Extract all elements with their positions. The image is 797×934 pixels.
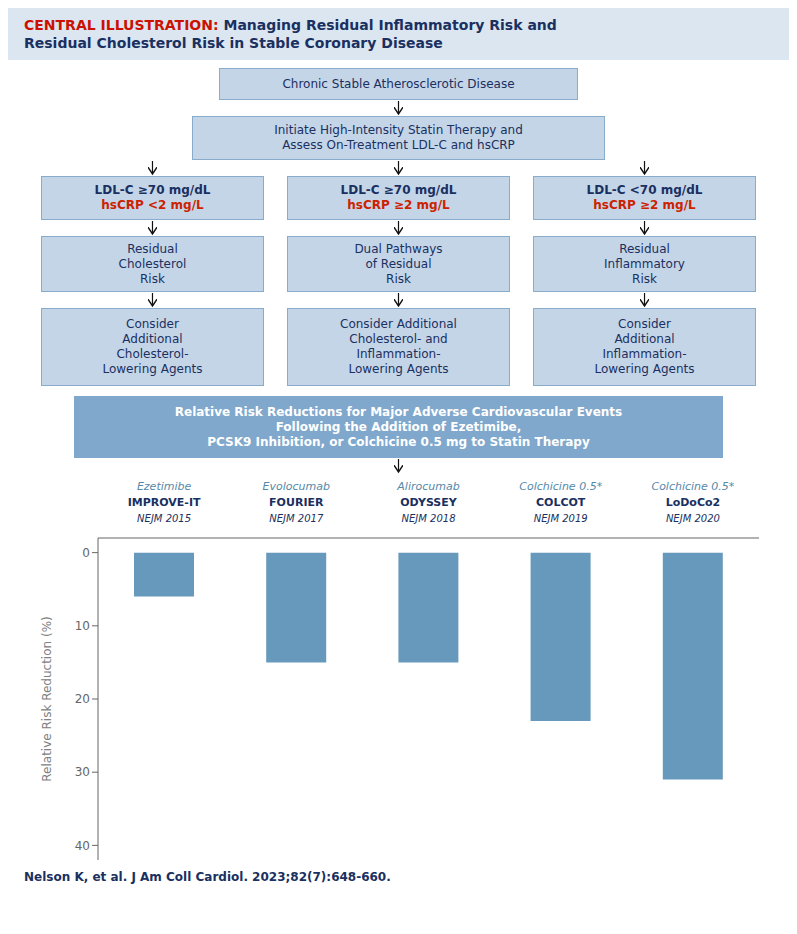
svg-text:Colchicine 0.5*: Colchicine 0.5* xyxy=(651,480,734,493)
svg-text:Relative Risk Reduction (%): Relative Risk Reduction (%) xyxy=(40,616,54,781)
html-text:hsCRP ≥2 mg/L: hsCRP ≥2 mg/L xyxy=(347,198,450,212)
svg-text:NEJM 2017: NEJM 2017 xyxy=(269,513,324,524)
html-text:Dual Pathways: Dual Pathways xyxy=(354,241,443,256)
html-text:Following the Addition of Ezet: Following the Addition of Ezetimibe, xyxy=(275,419,522,434)
html-text:of Residual: of Residual xyxy=(365,256,432,271)
html-text:Risk: Risk xyxy=(386,271,411,286)
html-text:Risk: Risk xyxy=(140,271,165,286)
svg-text:LoDoCo2: LoDoCo2 xyxy=(666,496,721,509)
svg-text:NEJM 2015: NEJM 2015 xyxy=(137,513,191,524)
html-text:Cholesterol-: Cholesterol- xyxy=(116,347,189,361)
svg-text:0: 0 xyxy=(82,546,90,560)
svg-text:COLCOT: COLCOT xyxy=(536,496,586,509)
svg-text:IMPROVE-IT: IMPROVE-IT xyxy=(128,496,201,509)
html-text:Additional: Additional xyxy=(122,332,183,346)
svg-text:NEJM 2018: NEJM 2018 xyxy=(401,513,455,524)
svg-text:Alirocumab: Alirocumab xyxy=(396,480,459,493)
svg-text:30: 30 xyxy=(75,765,90,779)
svg-text:Evolocumab: Evolocumab xyxy=(263,480,330,493)
html-text:Relative Risk Reductions for M: Relative Risk Reductions for Major Adver… xyxy=(174,404,623,419)
html-text:Chronic Stable Atherosclerotic: Chronic Stable Atherosclerotic Disease xyxy=(282,76,515,91)
svg-text:20: 20 xyxy=(75,692,90,706)
html-text:LDL-C <70 mg/dL: LDL-C <70 mg/dL xyxy=(586,183,703,197)
html-text:Cholesterol: Cholesterol xyxy=(118,256,187,271)
html-text:PCSK9 Inhibition, or Colchicin: PCSK9 Inhibition, or Colchicine 0.5 mg t… xyxy=(207,434,590,449)
html-text:LDL-C ≥70 mg/dL: LDL-C ≥70 mg/dL xyxy=(340,183,457,197)
svg-text:NEJM 2020: NEJM 2020 xyxy=(666,513,720,524)
svg-text:NEJM 2019: NEJM 2019 xyxy=(534,513,588,524)
svg-text:40: 40 xyxy=(75,839,90,853)
html-text:Lowering Agents: Lowering Agents xyxy=(594,362,695,376)
html-text:CENTRAL ILLUSTRATION: Managing: CENTRAL ILLUSTRATION: Managing Residual … xyxy=(24,17,557,33)
svg-text:Colchicine 0.5*: Colchicine 0.5* xyxy=(519,480,602,493)
svg-text:ODYSSEY: ODYSSEY xyxy=(400,496,458,509)
html-text:Consider Additional: Consider Additional xyxy=(340,317,457,331)
svg-text:Ezetimibe: Ezetimibe xyxy=(137,480,192,493)
html-text:Consider: Consider xyxy=(618,317,671,331)
svg-text:10: 10 xyxy=(75,619,90,633)
html-text:Cholesterol- and: Cholesterol- and xyxy=(349,332,448,346)
html-text:Additional: Additional xyxy=(614,332,675,346)
html-text:Lowering Agents: Lowering Agents xyxy=(348,362,449,376)
html-text:Residual: Residual xyxy=(619,241,670,256)
html-text:Residual: Residual xyxy=(127,241,178,256)
html-text:Consider: Consider xyxy=(126,317,179,331)
html-text:hsCRP ≥2 mg/L: hsCRP ≥2 mg/L xyxy=(593,198,696,212)
html-text:Initiate High-Intensity Statin: Initiate High-Intensity Statin Therapy a… xyxy=(274,123,523,137)
html-text:Nelson K, et al. J Am Coll Car: Nelson K, et al. J Am Coll Cardiol. 2023… xyxy=(24,870,391,884)
html-text:Lowering Agents: Lowering Agents xyxy=(102,362,203,376)
html-text:Residual Cholesterol Risk in S: Residual Cholesterol Risk in Stable Coro… xyxy=(24,35,443,51)
html-text:Inflammation-: Inflammation- xyxy=(356,347,441,361)
html-text:Inflammatory: Inflammatory xyxy=(604,256,685,271)
html-text:Risk: Risk xyxy=(632,271,657,286)
svg-text:FOURIER: FOURIER xyxy=(269,496,324,509)
html-text:Inflammation-: Inflammation- xyxy=(602,347,687,361)
html-text:LDL-C ≥70 mg/dL: LDL-C ≥70 mg/dL xyxy=(94,183,211,197)
html-text:Assess On-Treatment LDL-C and: Assess On-Treatment LDL-C and hsCRP xyxy=(282,138,515,152)
html-text:hsCRP <2 mg/L: hsCRP <2 mg/L xyxy=(101,198,204,212)
